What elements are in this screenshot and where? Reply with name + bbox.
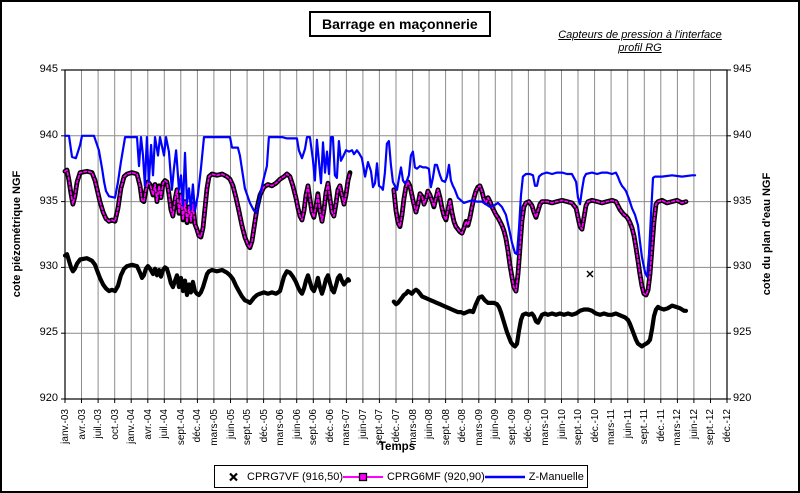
x-axis-tick-label: sept.-04 [175,409,187,446]
x-axis-tick-label: déc.-04 [192,409,204,443]
x-axis-tick-label: juin-06 [291,409,303,440]
y-axis-tick-label-right: 945 [733,63,752,75]
x-axis-tick-label: juil.-03 [93,409,105,439]
x-axis-tick-label: déc.-09 [523,409,535,443]
x-axis-tick-label: avr.-04 [142,409,154,440]
x-axis-tick-label: juin-12 [688,409,700,440]
x-axis-tick-label: mars-06 [275,409,287,446]
y-axis-tick-label-right: 920 [733,392,752,404]
x-axis-tick-label: sept.-05 [242,409,254,446]
x-axis-tick-label: sept.-08 [440,409,452,446]
x-axis-tick-label: déc.-11 [655,409,667,442]
y-axis-tick-label-left: 940 [39,128,58,141]
blue-line-icon [484,471,525,483]
legend: CPRG7VF (916,50) CPRG6MF (920,90) Z-Manu… [214,465,588,488]
legend-item-z-manuelle: Z-Manuelle [484,470,584,483]
legend-item-cprg6mf: CPRG6MF (920,90) [342,470,485,483]
x-axis-tick-label: avr.-03 [76,409,88,440]
x-axis-tick-label: mars-09 [473,409,485,446]
x-axis-title: Temps [378,441,416,453]
x-axis-tick-label: juil.-04 [159,409,171,439]
x-axis-tick-label: déc.-08 [457,409,469,443]
x-axis-tick-label: déc.-05 [258,409,270,443]
x-axis-tick-label: sept.-06 [308,409,320,446]
x-axis-tick-label: janv.-04 [126,409,138,444]
x-axis-tick-label: oct.-03 [109,409,121,440]
x-axis-tick-label: sept.-10 [573,409,585,446]
annotation: Capteurs de pression à l'interface profi… [538,29,742,55]
x-axis-tick-label: juin-11 [622,409,634,439]
y-axis-tick-label-left: 935 [39,194,58,207]
x-axis-tick-label: déc.-06 [324,409,336,443]
y-axis-tick-label-right: 935 [733,194,752,207]
legend-label: CPRG6MF (920,90) [386,470,485,483]
y-axis-title-left: cote piézométrique NGF [11,170,23,298]
x-axis-tick-label: mars-10 [539,409,551,446]
x-axis-tick-label: sept.-11 [639,409,651,445]
y-axis-title-right: cote du plan d'eau NGF [761,172,773,296]
legend-item-cprg7vf: CPRG7VF (916,50) [225,471,343,483]
square-marker-line-icon [342,471,383,483]
y-axis-tick-label-left: 930 [39,260,58,273]
y-axis-tick-label-left: 945 [39,63,58,75]
y-axis-tick-label-left: 920 [39,392,58,404]
x-axis-tick-label: sept.-12 [705,409,717,446]
x-axis-tick-label: sept.-09 [506,409,518,446]
x-axis-tick-label: juin-05 [225,409,237,440]
x-axis-tick-label: janv.-03 [60,409,71,444]
y-axis-tick-label-right: 925 [733,326,752,339]
x-axis-tick-label: mars-11 [606,409,618,445]
x-marker-icon [225,471,243,483]
y-axis-tick-label-right: 930 [733,260,752,273]
x-axis-tick-label: mars-12 [672,409,684,446]
x-axis-tick-label: mars-07 [341,409,353,446]
legend-label: Z-Manuelle [528,470,584,483]
legend-label: CPRG7VF (916,50) [247,470,343,483]
annotation-line2: profil RG [618,42,662,54]
y-axis-tick-label-left: 925 [39,326,58,339]
annotation-line1: Capteurs de pression à l'interface [558,29,722,41]
x-axis-tick-label: juin-09 [490,409,502,440]
y-axis-tick-label-right: 940 [733,128,752,141]
chart-title: Barrage en maçonnerie [322,16,478,32]
x-axis-tick-label: juin-10 [556,409,568,440]
x-axis-tick-label: déc.-12 [722,409,733,443]
chart-title-box: Barrage en maçonnerie [309,11,491,37]
x-axis-tick-label: déc.-10 [589,409,601,443]
x-axis-tick-label: mars-05 [208,409,220,446]
